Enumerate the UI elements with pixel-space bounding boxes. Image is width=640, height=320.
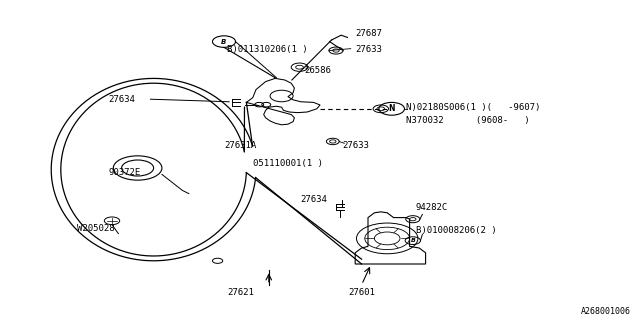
Text: 27601: 27601 (349, 288, 376, 297)
Text: B: B (410, 238, 415, 243)
Text: 051110001(1 ): 051110001(1 ) (253, 159, 323, 168)
Text: 27631A: 27631A (224, 141, 256, 150)
Text: 26586: 26586 (304, 66, 331, 75)
Text: N)02180S006(1 )(   -9607): N)02180S006(1 )( -9607) (406, 103, 541, 112)
Text: A268001006: A268001006 (580, 308, 630, 316)
Text: 94282C: 94282C (416, 204, 448, 212)
Text: B: B (221, 39, 227, 44)
Text: 27633: 27633 (342, 141, 369, 150)
Text: N370032      (9608-   ): N370032 (9608- ) (406, 116, 530, 124)
Text: W205028: W205028 (77, 224, 115, 233)
Text: 27621: 27621 (227, 288, 254, 297)
Text: B)011310206(1 ): B)011310206(1 ) (227, 45, 308, 54)
Text: 27687: 27687 (355, 29, 382, 38)
Text: B)010008206(2 ): B)010008206(2 ) (416, 226, 497, 235)
Text: N: N (388, 104, 395, 113)
Text: 27634: 27634 (301, 196, 328, 204)
Text: 27634: 27634 (109, 95, 136, 104)
Text: 90372E: 90372E (109, 168, 141, 177)
Text: 27633: 27633 (355, 45, 382, 54)
